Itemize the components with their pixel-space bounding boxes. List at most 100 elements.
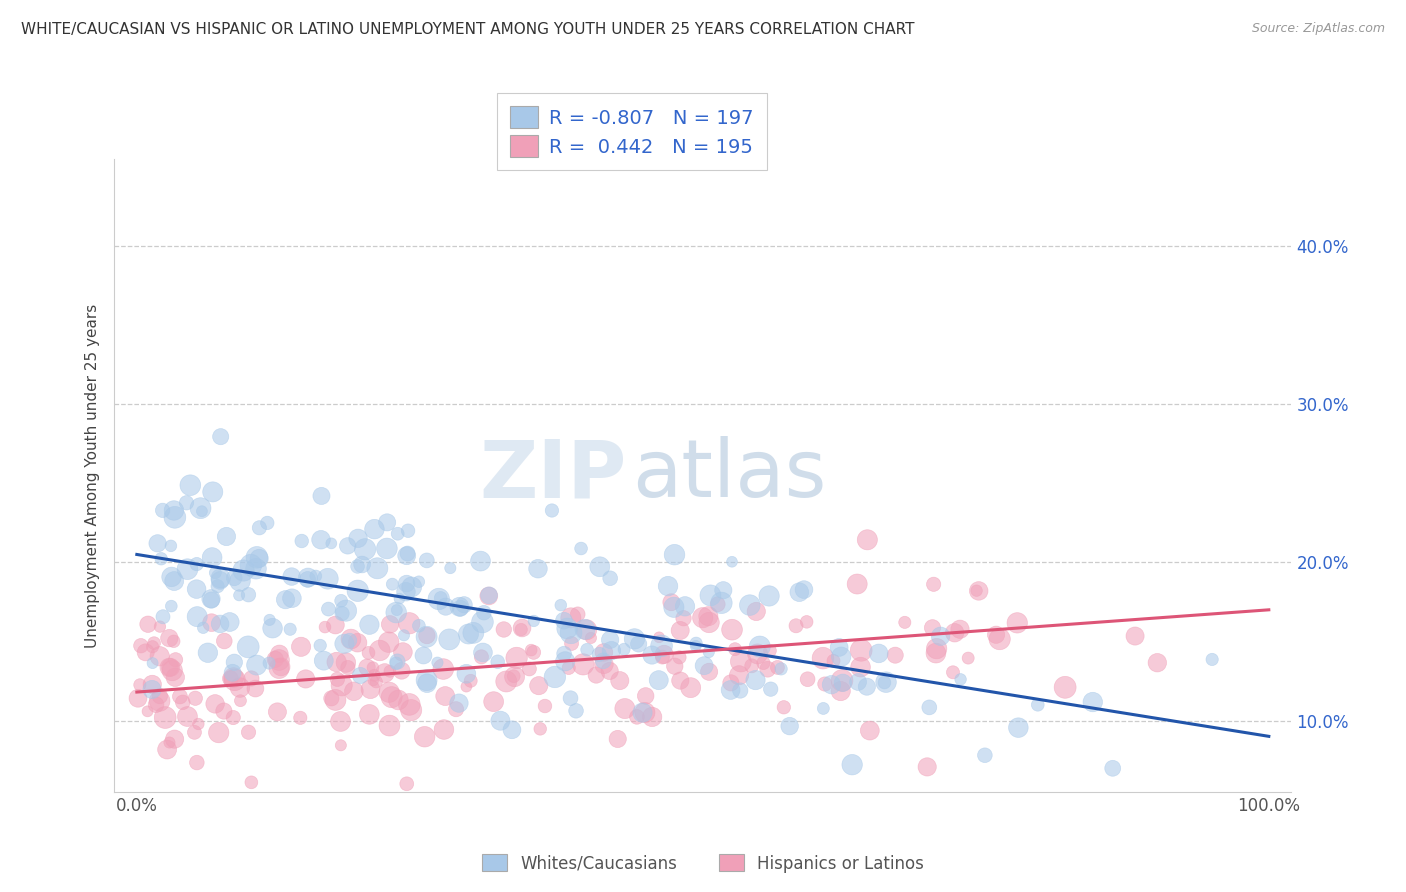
Point bbox=[329, 739, 352, 753]
Point bbox=[627, 637, 650, 651]
Point bbox=[868, 647, 890, 661]
Point bbox=[949, 673, 972, 687]
Point bbox=[416, 553, 439, 567]
Point bbox=[884, 648, 907, 663]
Point bbox=[150, 551, 173, 566]
Point bbox=[752, 656, 775, 670]
Point bbox=[929, 629, 952, 643]
Point bbox=[728, 683, 751, 698]
Point bbox=[325, 618, 347, 632]
Point bbox=[439, 632, 461, 647]
Point bbox=[127, 691, 149, 706]
Point bbox=[588, 648, 610, 662]
Point bbox=[335, 604, 357, 618]
Point bbox=[697, 645, 720, 659]
Point bbox=[820, 678, 842, 692]
Point bbox=[779, 719, 801, 733]
Point bbox=[330, 594, 353, 608]
Point bbox=[631, 706, 654, 720]
Point bbox=[311, 489, 333, 503]
Point bbox=[163, 732, 186, 747]
Point bbox=[669, 673, 692, 688]
Point bbox=[391, 664, 413, 678]
Point bbox=[478, 589, 501, 603]
Point bbox=[851, 643, 873, 657]
Point bbox=[560, 625, 582, 640]
Point bbox=[163, 574, 186, 588]
Point bbox=[378, 718, 401, 732]
Point bbox=[673, 599, 696, 614]
Point bbox=[831, 675, 853, 690]
Point bbox=[710, 596, 733, 610]
Point bbox=[651, 639, 673, 653]
Point bbox=[572, 657, 595, 672]
Point bbox=[785, 619, 807, 633]
Point bbox=[361, 661, 384, 675]
Point bbox=[685, 636, 707, 650]
Point bbox=[685, 639, 707, 653]
Point bbox=[599, 571, 621, 585]
Point bbox=[200, 615, 222, 630]
Point bbox=[378, 665, 401, 679]
Point bbox=[245, 681, 267, 696]
Point bbox=[429, 591, 451, 605]
Point bbox=[208, 725, 231, 739]
Point bbox=[529, 722, 551, 736]
Point bbox=[921, 621, 943, 635]
Point bbox=[759, 643, 782, 657]
Point bbox=[444, 702, 467, 716]
Point bbox=[478, 588, 501, 602]
Point bbox=[366, 674, 388, 689]
Point bbox=[160, 664, 183, 678]
Point bbox=[224, 655, 246, 669]
Point bbox=[502, 669, 524, 683]
Point bbox=[387, 693, 409, 707]
Point bbox=[305, 569, 328, 583]
Point bbox=[136, 704, 159, 718]
Point bbox=[247, 521, 270, 535]
Point bbox=[593, 657, 616, 672]
Point bbox=[894, 615, 917, 630]
Point bbox=[589, 559, 612, 574]
Point bbox=[447, 696, 470, 710]
Point bbox=[697, 615, 720, 630]
Point bbox=[267, 653, 290, 667]
Point bbox=[378, 685, 401, 699]
Point bbox=[363, 522, 385, 536]
Point bbox=[375, 516, 398, 530]
Point bbox=[434, 689, 457, 703]
Point bbox=[186, 756, 208, 770]
Point bbox=[519, 662, 541, 676]
Point bbox=[240, 775, 263, 789]
Point bbox=[212, 704, 235, 718]
Point bbox=[340, 632, 363, 646]
Point bbox=[149, 649, 172, 664]
Point bbox=[846, 675, 869, 690]
Point bbox=[385, 603, 408, 617]
Point bbox=[988, 632, 1011, 646]
Point bbox=[1101, 761, 1123, 775]
Point bbox=[648, 673, 671, 688]
Point bbox=[335, 656, 357, 670]
Point bbox=[155, 710, 177, 724]
Point bbox=[200, 591, 222, 606]
Point bbox=[381, 577, 404, 591]
Point bbox=[510, 623, 533, 637]
Point bbox=[395, 576, 418, 591]
Point bbox=[471, 645, 494, 659]
Point bbox=[523, 645, 546, 659]
Point bbox=[1201, 652, 1223, 666]
Point bbox=[565, 704, 588, 718]
Point bbox=[724, 642, 747, 657]
Point bbox=[398, 616, 420, 631]
Point bbox=[747, 647, 769, 661]
Point bbox=[659, 595, 682, 609]
Point bbox=[922, 577, 945, 591]
Point bbox=[456, 666, 478, 681]
Point bbox=[229, 681, 252, 695]
Point bbox=[427, 592, 450, 607]
Point bbox=[973, 748, 995, 763]
Point bbox=[745, 604, 768, 618]
Text: atlas: atlas bbox=[633, 436, 827, 515]
Point bbox=[159, 660, 181, 674]
